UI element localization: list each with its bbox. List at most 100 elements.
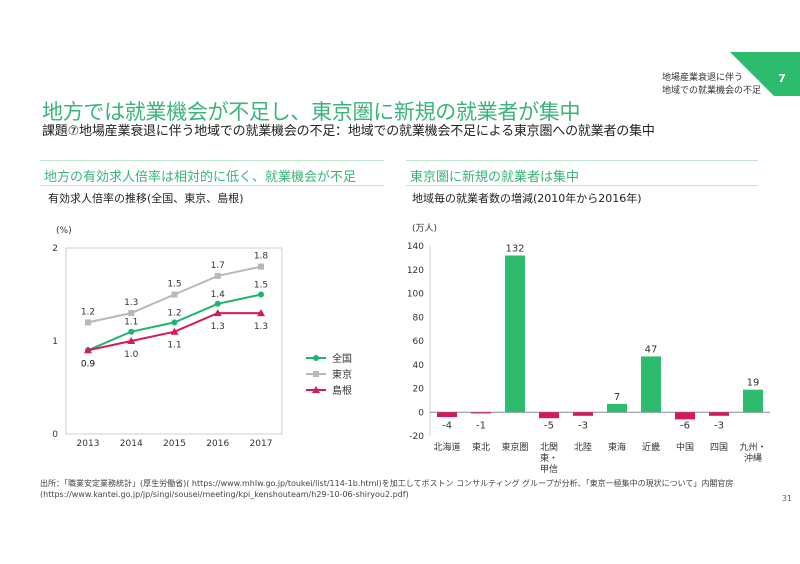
bar (641, 356, 661, 413)
x-tick-label: 2016 (206, 439, 229, 449)
data-point-tokyo (171, 291, 178, 298)
data-label-shimane: 0.9 (81, 359, 96, 369)
y-tick-label: 2 (52, 244, 58, 254)
bar (539, 412, 559, 419)
x-tick-label: 東海 (608, 441, 626, 453)
data-label-tokyo: 1.2 (81, 307, 95, 317)
data-label-tokyo: 1.7 (211, 261, 225, 271)
bar (607, 403, 627, 413)
bar-value-label: -3 (578, 420, 588, 431)
legend-label-shimane: 島根 (332, 384, 352, 397)
left-section-heading: 地方の有効求人倍率は相対的に低く、就業機会が不足 (40, 160, 384, 186)
data-point-national (128, 328, 135, 335)
data-point-tokyo (85, 319, 91, 326)
data-point-national (171, 319, 178, 326)
bar-chart: (万人) -20 0 20 40 60 80 100 120 140 -4 北海道 -1 東北 132 東京圏… (407, 223, 770, 475)
bar (709, 412, 729, 416)
bar-value-label: 47 (645, 344, 658, 355)
bar-value-label: -5 (544, 420, 554, 431)
y-tick-label: 0 (52, 430, 58, 440)
data-point-shimane (127, 337, 136, 344)
bar-value-label: -3 (714, 420, 724, 431)
data-label-shimane: 1.3 (211, 322, 225, 332)
data-label-shimane: 1.0 (124, 350, 139, 360)
bar-value-label: -6 (680, 420, 690, 431)
y-tick-label: 100 (407, 290, 424, 300)
y-tick-label: 40 (413, 361, 425, 371)
data-point-shimane (213, 309, 222, 317)
x-tick-label: 東・ (540, 452, 558, 464)
legend-marker-tokyo (313, 371, 319, 377)
data-label-national: 1.4 (211, 290, 226, 300)
data-label-tokyo: 1.3 (124, 298, 138, 308)
y-tick-label: 1 (52, 337, 58, 347)
bar (675, 412, 695, 420)
plot-frame (65, 247, 283, 435)
legend-marker-national (313, 355, 319, 361)
x-tick-label: 近畿 (642, 441, 660, 453)
bar (573, 412, 593, 416)
x-tick-label: 北関 (540, 442, 558, 453)
y-axis-unit: (%) (56, 226, 72, 236)
data-label-tokyo: 1.8 (254, 252, 269, 262)
legend-label-tokyo: 東京 (332, 368, 352, 381)
x-tick-label: 東京圏 (501, 441, 528, 453)
section-number-badge: 7 (778, 72, 786, 85)
y-tick-label: 120 (407, 266, 424, 276)
bar (471, 412, 491, 414)
side-note-line: 地域での就業機会の不足 (662, 86, 762, 96)
data-point-tokyo (128, 310, 135, 317)
y-tick-label: 20 (413, 385, 425, 395)
y-tick-label: 60 (413, 337, 425, 347)
legend-label-national: 全国 (332, 352, 352, 365)
y-tick-label: 80 (413, 313, 425, 323)
data-point-shimane (170, 327, 179, 335)
x-tick-label: 四国 (710, 442, 728, 453)
source-line: (https://www.kantei.go.jp/jp/singi/souse… (40, 490, 409, 499)
x-tick-label: 2017 (250, 439, 273, 449)
bar-value-label: 19 (747, 378, 760, 389)
data-label-shimane: 1.1 (167, 341, 181, 351)
source-line: 出所：「職業安定業務統計」(厚生労働省)( https://www.mhlw.g… (40, 479, 734, 488)
bar-value-label: 7 (614, 392, 620, 403)
x-tick-label: 沖縄 (744, 452, 762, 464)
data-label-shimane: 1.3 (254, 322, 268, 332)
data-point-national (258, 291, 264, 298)
y-axis-unit: (万人) (412, 223, 437, 234)
y-tick-label: 140 (407, 242, 424, 252)
corner-decoration (730, 0, 800, 96)
page-number: 31 (781, 494, 792, 503)
x-tick-label: 2015 (163, 439, 186, 449)
data-point-shimane (257, 309, 265, 317)
bar-value-label: 132 (505, 244, 524, 255)
y-tick-label: -20 (409, 432, 424, 442)
bar-chart-title: 地域毎の就業者数の増減(2010年から2016年) (412, 192, 642, 205)
data-label-tokyo: 1.5 (167, 280, 181, 290)
data-label-national: 1.2 (167, 308, 181, 318)
x-tick-label: 2013 (77, 439, 100, 449)
right-section-heading: 東京圏に新規の就業者は集中 (406, 160, 758, 186)
side-note-line: 地場産業衰退に伴う (662, 73, 744, 83)
page-title: 地方では就業機会が不足し、東京圏に新規の就業者が集中 (42, 100, 581, 124)
source-note: 出所：「職業安定業務統計」(厚生労働省)( https://www.mhlw.g… (40, 478, 740, 500)
data-label-national: 1.1 (124, 318, 138, 328)
x-tick-label: 2014 (120, 439, 143, 449)
line-chart: 0 1 2 (%) 2013 2014 2015 2016 2017 0.9 1.1 1.2 1.4 1.… (52, 226, 352, 449)
legend-marker-shimane (312, 386, 320, 393)
data-point-tokyo (258, 263, 264, 270)
y-tick-label: 0 (418, 408, 424, 418)
bar-value-label: -1 (476, 420, 486, 431)
bar (505, 255, 525, 413)
data-point-shimane (84, 346, 92, 354)
data-label-national: 0.9 (81, 359, 96, 369)
data-label-national: 1.5 (254, 281, 268, 291)
section-side-note: 地場産業衰退に伴う 地域での就業機会の不足 (662, 72, 761, 98)
bar (437, 412, 457, 417)
x-tick-label: 北海道 (433, 441, 460, 453)
page-subtitle: 課題⑦地場産業衰退に伴う地域での就業機会の不足：地域での就業機会不足による東京圏… (42, 124, 655, 139)
x-tick-label: 北陸 (574, 441, 592, 453)
x-tick-label: 東北 (472, 441, 490, 453)
x-tick-label: 九州・ (739, 442, 766, 453)
data-point-national (214, 300, 221, 307)
x-tick-label: 甲信 (540, 463, 558, 475)
